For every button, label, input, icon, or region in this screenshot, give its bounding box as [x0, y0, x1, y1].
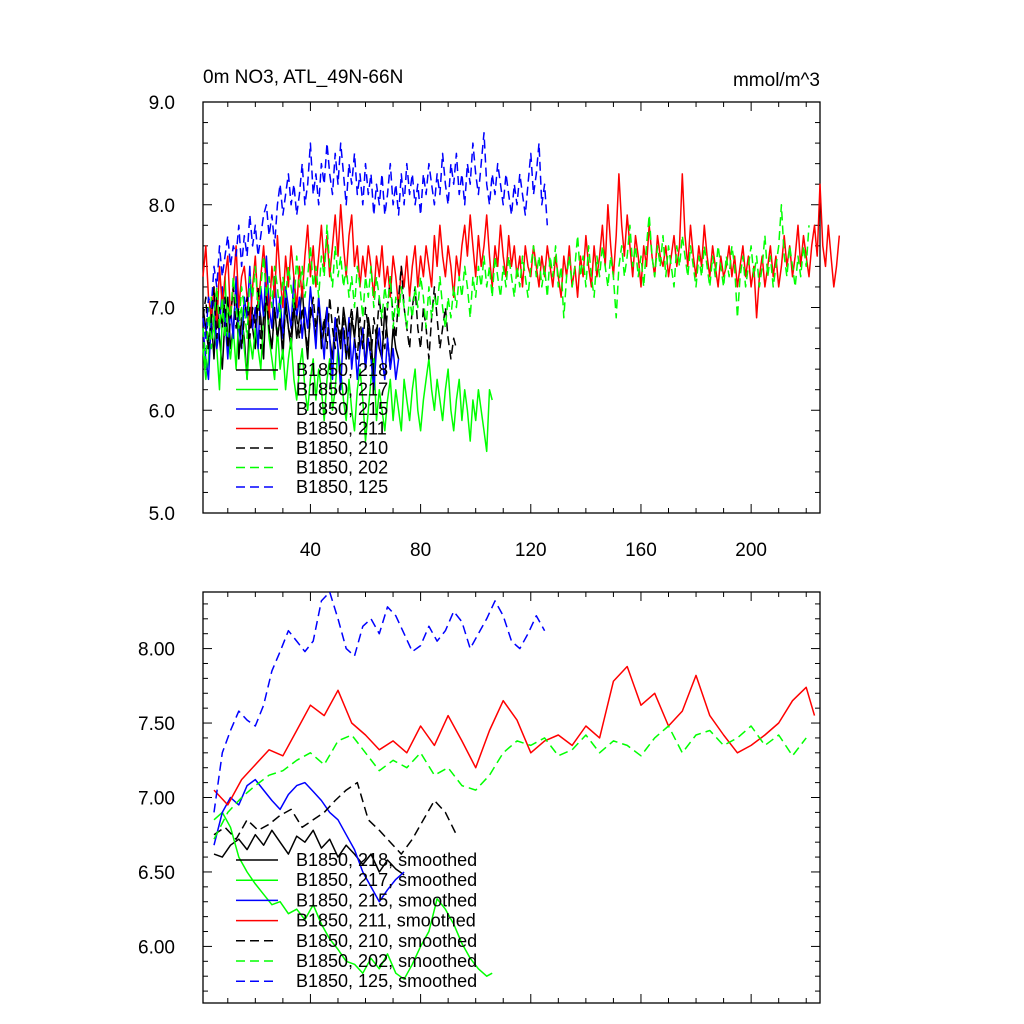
top-series-group [202, 132, 841, 453]
series-line-b1850-202 [202, 204, 810, 370]
legend-label: B1850, 202 [296, 458, 388, 478]
legend-label: B1850, 211, smoothed [296, 911, 476, 931]
y-tick-label: 7.50 [138, 714, 175, 735]
top-axis-ticks: 5.0 6.0 7.0 8.0 9.0 40 80 120 160 200 [149, 93, 820, 561]
bottom-axis-ticks: 6.00 6.50 7.00 7.50 8.00 [138, 592, 820, 1003]
bottom-series-group [213, 591, 816, 980]
legend-label: B1850, 217, smoothed [296, 870, 477, 890]
x-tick-label: 160 [625, 540, 657, 561]
x-tick-label: 200 [735, 540, 767, 561]
series-line-b1850-211-smoothed [213, 665, 816, 806]
series-line-b1850-217 [202, 275, 493, 453]
legend-label: B1850, 202, smoothed [296, 951, 477, 971]
y-tick-label: 6.50 [138, 863, 175, 884]
legend-label: B1850, 125 [296, 477, 388, 497]
legend-label: B1850, 215 [296, 399, 388, 419]
legend-label: B1850, 211 [296, 419, 387, 439]
y-tick-label: 8.00 [138, 640, 175, 661]
series-line-b1850-125 [202, 132, 549, 340]
y-tick-label: 9.0 [149, 93, 175, 114]
legend-label: B1850, 218, smoothed [296, 850, 477, 870]
x-tick-label: 40 [300, 540, 321, 561]
x-tick-label: 80 [410, 540, 431, 561]
series-line-b1850-202-smoothed [213, 725, 807, 840]
series-line-b1850-217-smoothed [213, 811, 493, 980]
legend-label: B1850, 210, smoothed [296, 931, 477, 951]
y-tick-label: 5.0 [149, 504, 175, 525]
y-tick-label: 7.0 [149, 299, 175, 320]
legend-label: B1850, 125, smoothed [296, 971, 477, 991]
series-line-b1850-218-smoothed [213, 829, 405, 876]
legend-label: B1850, 217 [296, 380, 388, 400]
y-tick-label: 8.0 [149, 196, 175, 217]
series-line-b1850-215-smoothed [213, 778, 405, 903]
legend-label: B1850, 218 [296, 360, 388, 380]
y-tick-label: 7.00 [138, 789, 175, 810]
x-tick-label: 120 [515, 540, 547, 561]
series-line-b1850-125-smoothed [213, 591, 546, 813]
y-tick-label: 6.00 [138, 937, 175, 958]
top-chart-units: mmol/m^3 [733, 70, 820, 91]
y-tick-label: 6.0 [149, 401, 175, 422]
series-line-b1850-210-smoothed [213, 781, 458, 855]
legend-label: B1850, 210 [296, 438, 388, 458]
top-chart-title: 0m NO3, ATL_49N-66N [203, 67, 403, 88]
legend-label: B1850, 215, smoothed [296, 890, 477, 910]
